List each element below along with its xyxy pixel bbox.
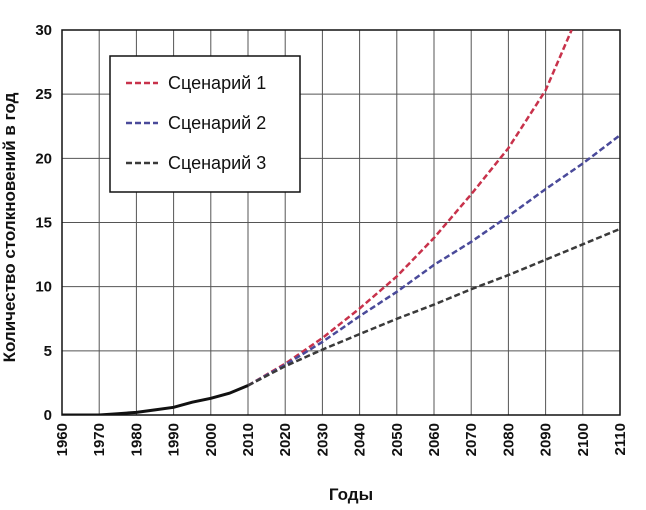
x-tick-label: 2000 bbox=[203, 423, 220, 456]
x-tick-label: 2070 bbox=[463, 423, 480, 456]
x-tick-label: 2060 bbox=[426, 423, 443, 456]
x-tick-label: 2040 bbox=[352, 423, 369, 456]
legend-box bbox=[109, 55, 301, 193]
plot-frame bbox=[61, 29, 621, 416]
x-tick-label: 1980 bbox=[128, 423, 145, 456]
x-tick-label: 2020 bbox=[277, 423, 294, 456]
x-tick-label: 1990 bbox=[166, 423, 183, 456]
plot-lines bbox=[62, 30, 620, 415]
x-tick-label: 1960 bbox=[54, 423, 71, 456]
y-tick-label: 5 bbox=[44, 343, 52, 360]
y-tick-label: 25 bbox=[35, 86, 52, 103]
x-tick-label: 2110 bbox=[612, 423, 629, 456]
legend-label-3: Сценарий 3 bbox=[168, 153, 266, 173]
x-tick-label: 2080 bbox=[500, 423, 517, 456]
x-tick-label: 1970 bbox=[91, 423, 108, 456]
x-tick-label: 2030 bbox=[314, 423, 331, 456]
x-axis-title: Годы bbox=[329, 485, 373, 504]
y-tick-label: 10 bbox=[35, 279, 52, 296]
x-tick-label: 2050 bbox=[389, 423, 406, 456]
x-tick-label: 2010 bbox=[240, 423, 257, 456]
y-tick-label: 20 bbox=[35, 150, 52, 167]
y-tick-label: 30 bbox=[35, 22, 52, 39]
y-tick-label: 15 bbox=[35, 215, 52, 232]
series-line-3 bbox=[247, 227, 620, 387]
y-tick-label: 0 bbox=[44, 407, 52, 424]
series-line-2 bbox=[247, 134, 620, 387]
historical-line bbox=[62, 384, 249, 415]
y-axis-title: Количество столкновений в год bbox=[0, 92, 19, 362]
legend-label-2: Сценарий 2 bbox=[168, 113, 266, 133]
x-tick-label: 2100 bbox=[575, 423, 592, 456]
legend-label-1: Сценарий 1 bbox=[168, 73, 266, 93]
series-line-1 bbox=[247, 30, 573, 387]
x-tick-label: 2090 bbox=[538, 423, 555, 456]
